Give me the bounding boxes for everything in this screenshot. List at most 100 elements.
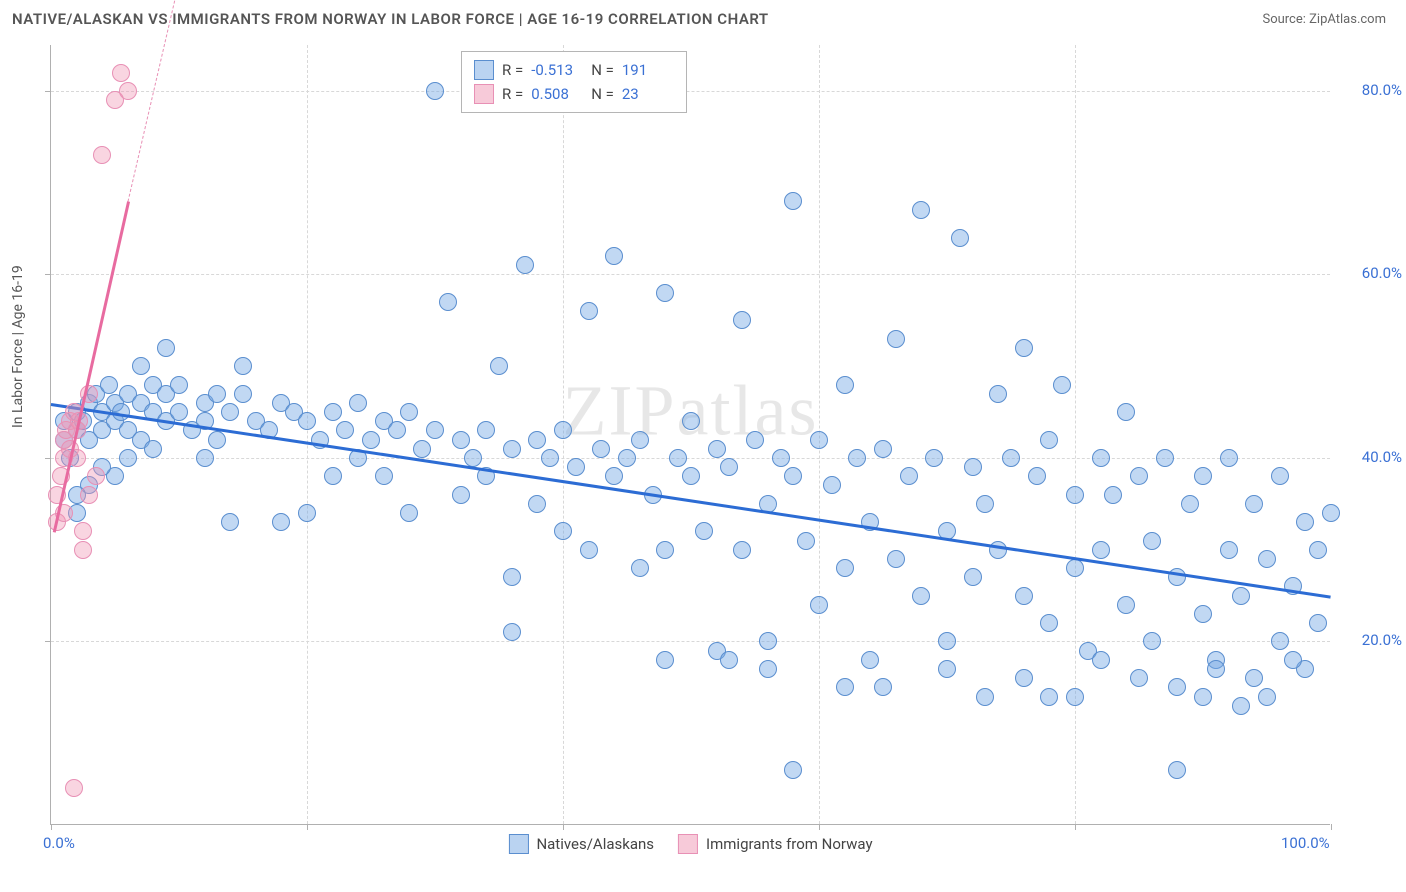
data-point bbox=[208, 385, 226, 403]
data-point bbox=[65, 779, 83, 797]
data-point bbox=[784, 192, 802, 210]
data-point bbox=[119, 449, 137, 467]
data-point bbox=[951, 229, 969, 247]
data-point bbox=[669, 449, 687, 467]
data-point bbox=[1194, 467, 1212, 485]
data-point bbox=[170, 376, 188, 394]
gridline-h bbox=[51, 641, 1330, 642]
data-point bbox=[298, 504, 316, 522]
tick-h bbox=[45, 274, 51, 275]
data-point bbox=[1117, 403, 1135, 421]
data-point bbox=[1015, 587, 1033, 605]
legend-label: Immigrants from Norway bbox=[706, 835, 873, 853]
data-point bbox=[87, 467, 105, 485]
data-point bbox=[132, 357, 150, 375]
data-point bbox=[592, 440, 610, 458]
data-point bbox=[234, 357, 252, 375]
data-point bbox=[221, 403, 239, 421]
tick-v bbox=[51, 824, 52, 830]
legend-item: Natives/Alaskans bbox=[508, 834, 654, 854]
chart-title: NATIVE/ALASKAN VS IMMIGRANTS FROM NORWAY… bbox=[12, 10, 769, 28]
data-point bbox=[759, 632, 777, 650]
data-point bbox=[631, 431, 649, 449]
data-point bbox=[516, 256, 534, 274]
data-point bbox=[605, 467, 623, 485]
data-point bbox=[759, 660, 777, 678]
data-point bbox=[541, 449, 559, 467]
data-point bbox=[900, 467, 918, 485]
data-point bbox=[388, 421, 406, 439]
data-point bbox=[221, 513, 239, 531]
r-label: R = bbox=[502, 58, 523, 82]
data-point bbox=[695, 522, 713, 540]
data-point bbox=[1245, 669, 1263, 687]
data-point bbox=[208, 431, 226, 449]
tick-v bbox=[819, 824, 820, 830]
data-point bbox=[964, 568, 982, 586]
data-point bbox=[1194, 605, 1212, 623]
data-point bbox=[823, 476, 841, 494]
data-point bbox=[1130, 669, 1148, 687]
data-point bbox=[298, 412, 316, 430]
n-label: N = bbox=[591, 82, 614, 106]
data-point bbox=[528, 495, 546, 513]
data-point bbox=[1015, 669, 1033, 687]
data-point bbox=[656, 651, 674, 669]
legend-swatch bbox=[474, 60, 494, 80]
data-point bbox=[324, 403, 342, 421]
data-point bbox=[1284, 651, 1302, 669]
data-point bbox=[375, 467, 393, 485]
data-point bbox=[938, 632, 956, 650]
data-point bbox=[656, 541, 674, 559]
data-point bbox=[1181, 495, 1199, 513]
tick-v bbox=[1075, 824, 1076, 830]
data-point bbox=[170, 403, 188, 421]
data-point bbox=[413, 440, 431, 458]
data-point bbox=[1322, 504, 1340, 522]
data-point bbox=[810, 596, 828, 614]
data-point bbox=[1271, 632, 1289, 650]
data-point bbox=[874, 678, 892, 696]
data-point bbox=[196, 449, 214, 467]
tick-v bbox=[563, 824, 564, 830]
data-point bbox=[1168, 678, 1186, 696]
data-point bbox=[912, 587, 930, 605]
data-point bbox=[810, 431, 828, 449]
data-point bbox=[93, 146, 111, 164]
data-point bbox=[1207, 660, 1225, 678]
tick-h bbox=[45, 641, 51, 642]
n-label: N = bbox=[591, 58, 614, 82]
chart-source: Source: ZipAtlas.com bbox=[1262, 12, 1386, 27]
data-point bbox=[426, 421, 444, 439]
y-tick-label: 40.0% bbox=[1362, 448, 1402, 466]
data-point bbox=[605, 247, 623, 265]
data-point bbox=[784, 467, 802, 485]
data-point bbox=[1092, 449, 1110, 467]
data-point bbox=[848, 449, 866, 467]
data-point bbox=[733, 311, 751, 329]
data-point bbox=[74, 541, 92, 559]
data-point bbox=[912, 201, 930, 219]
correlation-row: R =-0.513N =191 bbox=[474, 58, 674, 82]
data-point bbox=[400, 403, 418, 421]
data-point bbox=[682, 412, 700, 430]
correlation-row: R =0.508N =23 bbox=[474, 82, 674, 106]
data-point bbox=[336, 421, 354, 439]
correlation-box: R =-0.513N =191R = 0.508 N = 23 bbox=[461, 51, 687, 113]
data-point bbox=[1309, 541, 1327, 559]
legend-item: Immigrants from Norway bbox=[678, 834, 873, 854]
data-point bbox=[580, 541, 598, 559]
data-point bbox=[964, 458, 982, 476]
y-tick-label: 60.0% bbox=[1362, 264, 1402, 282]
n-value: 23 bbox=[622, 82, 674, 106]
data-point bbox=[1002, 449, 1020, 467]
data-point bbox=[733, 541, 751, 559]
data-point bbox=[1104, 486, 1122, 504]
data-point bbox=[836, 678, 854, 696]
data-point bbox=[144, 440, 162, 458]
data-point bbox=[112, 64, 130, 82]
r-value: 0.508 bbox=[531, 82, 583, 106]
y-axis-label: In Labor Force | Age 16-19 bbox=[10, 265, 26, 428]
trend-line bbox=[51, 403, 1331, 598]
scatter-chart: ZIPatlas 20.0%40.0%60.0%80.0%0.0%100.0%R… bbox=[50, 45, 1330, 825]
